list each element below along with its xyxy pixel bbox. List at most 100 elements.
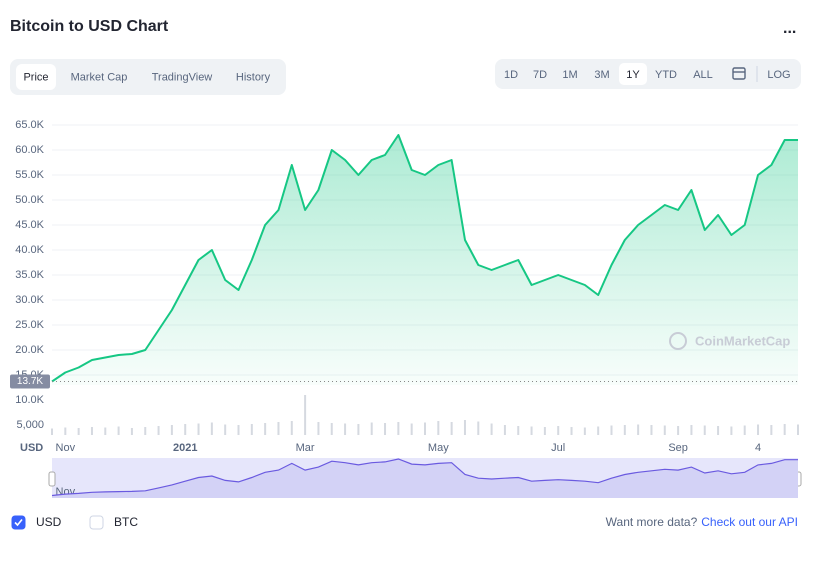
check — [14, 518, 23, 527]
volume-bar — [397, 422, 400, 435]
range[interactable]: ALL — [693, 69, 713, 81]
volume-bar — [250, 424, 253, 435]
range[interactable]: 1Y — [626, 69, 640, 81]
x-tick-label: Nov — [56, 442, 76, 454]
menu[interactable]: ... — [783, 20, 796, 37]
y-tick-label: 55.0K — [15, 169, 44, 181]
volume-bar — [344, 423, 347, 435]
volume-bar — [597, 426, 600, 435]
title: Bitcoin to USD Chart — [10, 18, 169, 35]
volume-bar — [463, 420, 466, 435]
volume-bar — [264, 423, 267, 435]
volume-bar — [610, 425, 613, 435]
reference-tag — [10, 374, 50, 389]
volume-bar — [717, 426, 720, 435]
api-link[interactable]: Check out our API — [701, 515, 798, 529]
volume-bar — [424, 422, 426, 435]
volume-bar — [330, 423, 333, 435]
volume-bar — [437, 421, 440, 435]
range[interactable]: 3M — [594, 69, 609, 81]
volume-bar — [650, 425, 653, 435]
volume-bar — [317, 422, 320, 435]
volume-bar — [197, 423, 200, 435]
nav-line — [51, 458, 798, 497]
volume-bar — [210, 422, 213, 435]
volume-bar — [277, 422, 280, 435]
y-tick-label: 35.0K — [15, 269, 44, 281]
y-tick-label: 40.0K — [15, 244, 44, 256]
volume-bar — [77, 428, 80, 435]
volume-bar — [370, 422, 373, 435]
watermark-logo — [669, 332, 687, 350]
range-group — [495, 59, 801, 89]
tab[interactable]: TradingView — [152, 71, 213, 83]
y-tick-label: 45.0K — [15, 219, 44, 231]
x-tick-label: Sep — [668, 442, 688, 454]
range[interactable]: YTD — [655, 69, 677, 81]
tab[interactable]: History — [236, 71, 271, 83]
volume-bar — [357, 424, 360, 435]
price-line — [51, 134, 798, 383]
tab-group — [10, 59, 286, 95]
x-tick-label: 4 — [755, 442, 761, 454]
y-tick-label: 50.0K — [15, 194, 44, 206]
volume-bar — [583, 427, 586, 435]
checkbox[interactable] — [11, 515, 26, 530]
axis-label: USD — [20, 442, 43, 454]
y2-tick-label: 5,000 — [16, 419, 44, 431]
log-toggle[interactable]: LOG — [767, 69, 790, 81]
y-tick-label: 60.0K — [15, 144, 44, 156]
checkbox-label: USD — [36, 515, 62, 529]
volume-bar — [224, 424, 227, 435]
range-selected — [619, 63, 647, 85]
x-tick-label: May — [428, 442, 449, 454]
price-area — [52, 135, 798, 385]
volume-bar — [677, 426, 680, 435]
volume-bar — [703, 425, 706, 435]
volume-bar — [557, 426, 560, 435]
watermark: CoinMarketCap — [695, 333, 790, 348]
volume-bar — [477, 421, 480, 435]
volume-bar — [797, 424, 799, 435]
volume-bar — [170, 425, 173, 435]
volume-bar — [503, 425, 506, 435]
volume-bar — [490, 423, 493, 435]
y-tick-label: 65.0K — [15, 119, 44, 131]
volume-bar — [450, 422, 453, 435]
x-tick-label: Mar — [296, 442, 315, 454]
volume-bar — [157, 426, 160, 435]
checkbox-label: BTC — [114, 515, 138, 529]
volume-bar — [184, 424, 187, 435]
range[interactable]: 1M — [562, 69, 577, 81]
volume-bar — [517, 426, 520, 435]
prompt: Want more data? — [606, 515, 698, 529]
volume-bar — [730, 426, 733, 435]
volume-bar — [743, 425, 746, 435]
x-tick-label: Jul — [551, 442, 565, 454]
y2-tick-label: 10.0K — [15, 394, 44, 406]
volume-bar — [770, 425, 773, 435]
volume-bar — [543, 427, 546, 435]
volume-bar — [623, 425, 626, 435]
x-tick-label: 2021 — [173, 442, 197, 454]
calendar-icon[interactable] — [732, 67, 746, 80]
volume-bar — [104, 427, 107, 435]
volume-bar — [117, 426, 120, 435]
volume-bar — [290, 421, 293, 435]
range[interactable]: 1D — [504, 69, 518, 81]
checkbox[interactable] — [89, 515, 104, 530]
volume-bar — [757, 424, 760, 435]
tab[interactable]: Market Cap — [71, 71, 128, 83]
y-tick-label: 30.0K — [15, 294, 44, 306]
volume-bar — [384, 423, 387, 435]
volume-bar — [570, 427, 573, 435]
tab[interactable]: Price — [23, 71, 48, 83]
range[interactable]: 7D — [533, 69, 547, 81]
volume-bar — [783, 424, 786, 435]
nav-handle[interactable] — [48, 471, 56, 487]
footer-prompt: Want more data? Check out our API — [606, 515, 798, 529]
volume-bar — [663, 425, 666, 435]
volume-bar — [237, 425, 240, 435]
reference-label: 13.7K — [17, 376, 43, 387]
